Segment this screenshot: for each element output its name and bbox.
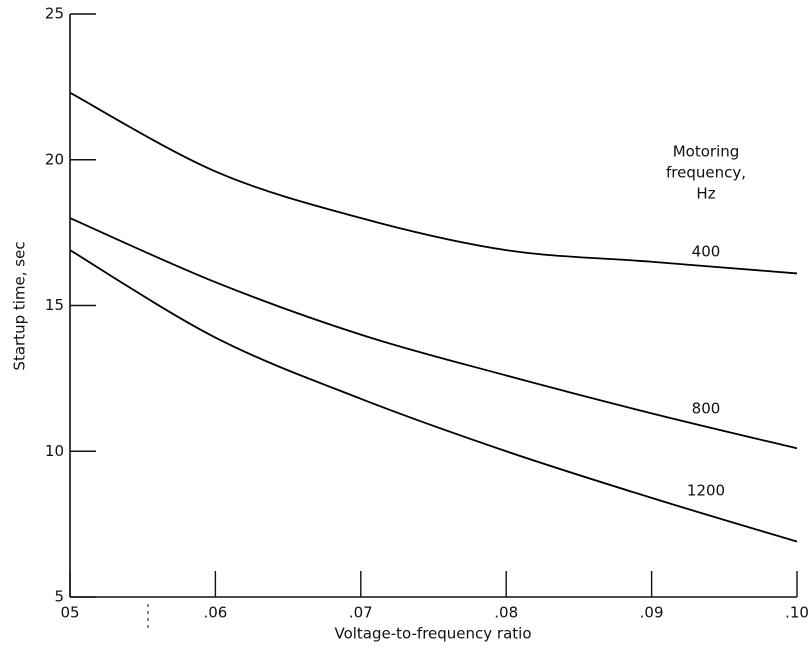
x-tick-label: .09 [640,604,664,622]
legend-title: frequency, [666,164,746,182]
x-tick-label: .07 [349,604,373,622]
legend-title: Motoring [673,143,740,161]
x-tick-label: .10 [785,604,809,622]
y-axis-label: Startup time, sec [11,241,29,370]
series-label: 800 [692,400,721,418]
y-tick-label: 10 [45,442,64,460]
y-tick-label: 20 [45,150,64,168]
series-label: 400 [692,243,721,261]
x-tick-label: .06 [203,604,227,622]
y-tick-label: 5 [54,588,64,606]
series-label: 1200 [687,482,725,500]
line-series [69,249,798,543]
line-series [69,217,798,450]
line-series [69,91,798,275]
legend-title: Hz [696,185,715,203]
x-axis-label: Voltage-to-frequency ratio [334,625,531,643]
y-tick-label: 25 [45,5,64,23]
x-tick-label: .08 [494,604,518,622]
y-tick-label: 15 [45,296,64,314]
x-tick-label: 05 [60,604,79,622]
